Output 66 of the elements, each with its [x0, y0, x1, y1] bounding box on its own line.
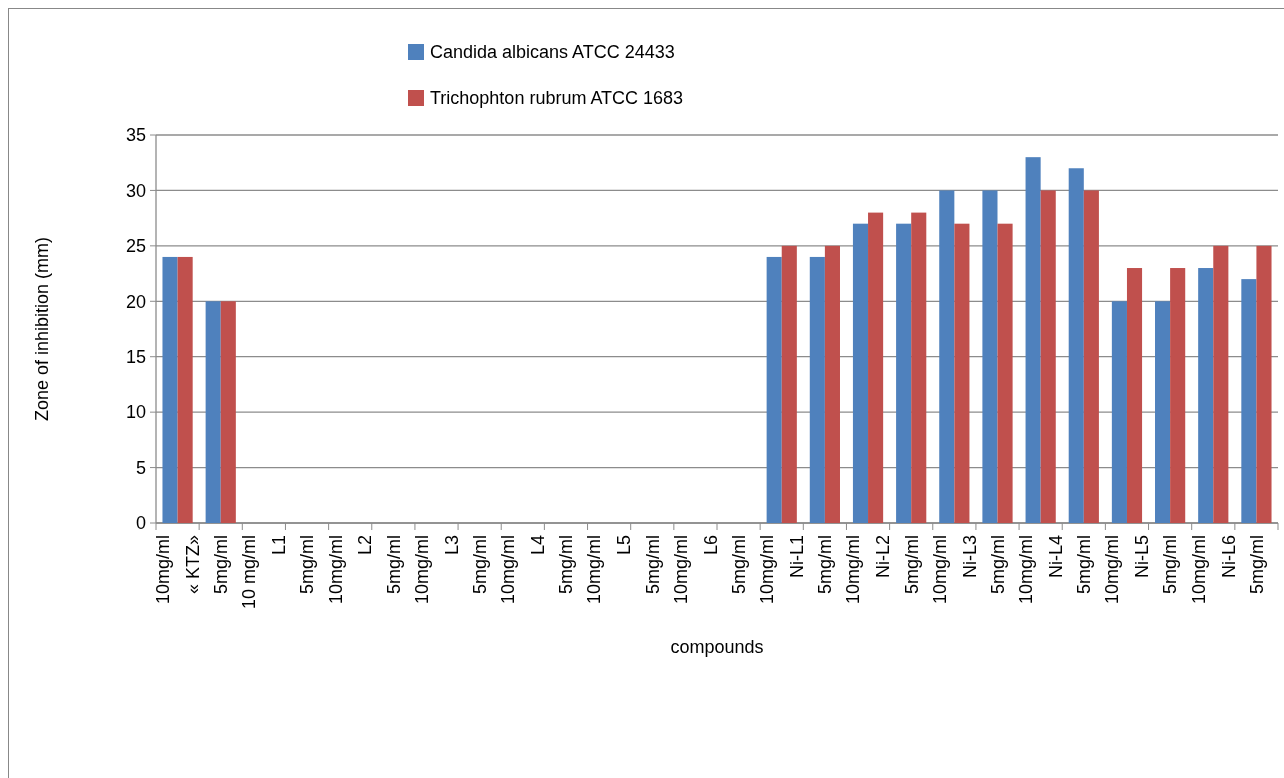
legend-label: Candida albicans ATCC 24433 [430, 42, 675, 63]
x-tick-label: 10mg/ml L5 [584, 535, 635, 605]
x-tick-label: 5mg/ml [642, 535, 663, 595]
bar [1126, 268, 1143, 523]
x-tick-label: 10mg/ml Ni-L3 [929, 535, 980, 605]
x-tick-label: 5mg/ml [383, 535, 404, 595]
y-tick-label: 20 [125, 291, 146, 312]
x-tick-label: 5mg/ml [901, 535, 922, 595]
bar [1241, 279, 1257, 523]
bar [896, 223, 912, 523]
x-tick-label: 5mg/ml [1246, 535, 1267, 595]
y-tick-label: 25 [125, 236, 146, 257]
x-tick-label: 5mg/ml [297, 535, 318, 595]
bar [766, 256, 782, 523]
x-tick-label: 10mg/ml « KTZ» [152, 535, 203, 605]
bar [824, 245, 840, 523]
x-tick-label: 5mg/ml [211, 535, 232, 595]
x-tick-label: 5mg/ml [815, 535, 836, 595]
bar [982, 190, 998, 523]
legend-label: Trichophton rubrum ATCC 1683 [430, 88, 684, 109]
x-tick-label: 10mg/ml L4 [498, 535, 549, 605]
y-tick-label: 0 [135, 513, 146, 534]
bar [1170, 268, 1186, 523]
x-tick-label: 10mg/ml L6 [670, 535, 721, 605]
y-axis-title: Zone of inhibition (mm) [32, 236, 52, 422]
y-tick-label: 35 [125, 125, 146, 146]
x-tick-label: 5mg/ml [728, 535, 749, 595]
bar [1155, 301, 1171, 523]
bar [809, 256, 825, 523]
bar [1025, 157, 1041, 523]
x-tick-label: 5mg/ml [469, 535, 490, 595]
y-tick-label: 15 [125, 347, 146, 368]
bar [868, 212, 884, 523]
x-tick-label: 10mg/ml L3 [411, 535, 462, 605]
x-tick-label: 5mg/ml [987, 535, 1008, 595]
bar [997, 223, 1013, 523]
bar [954, 223, 970, 523]
x-tick-label: 10mg/ml Ni-L1 [757, 535, 808, 605]
bar [1198, 268, 1214, 523]
x-tick-label: 10 mg/ml L1 [239, 535, 290, 610]
x-axis-title: compounds [670, 637, 764, 657]
bar [939, 190, 955, 523]
bar [205, 301, 221, 523]
y-tick-label: 30 [125, 180, 146, 201]
bar [1256, 245, 1272, 523]
x-tick-label: 10mg/ml Ni-L6 [1188, 535, 1239, 605]
x-tick-label: 5mg/ml [1160, 535, 1181, 595]
bar [162, 256, 178, 523]
bar [1111, 301, 1127, 523]
bar [220, 301, 236, 523]
bar [781, 245, 797, 523]
bar [1068, 168, 1084, 523]
y-tick-label: 5 [135, 457, 146, 478]
bar [177, 256, 193, 523]
y-tick-label: 10 [125, 402, 146, 423]
x-tick-label: 5mg/ml [556, 535, 577, 595]
bar [1040, 190, 1056, 523]
bar [852, 223, 869, 523]
x-tick-label: 10mg/ml Ni-L5 [1102, 535, 1153, 605]
x-tick-label: 5mg/ml [1074, 535, 1095, 595]
bar [1083, 190, 1099, 523]
x-tick-label: 10mg/ml L2 [325, 535, 376, 605]
bar [1213, 245, 1229, 523]
x-tick-label: 10mg/ml Ni-L4 [1015, 535, 1066, 605]
bar [911, 212, 927, 523]
x-tick-label: 10mg/ml Ni-L2 [843, 535, 894, 605]
